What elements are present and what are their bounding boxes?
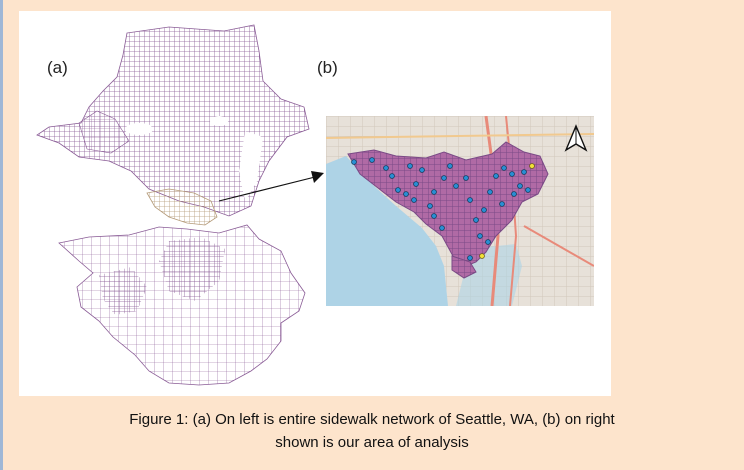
analysis-points	[351, 157, 531, 261]
caption-line-2: shown is our area of analysis	[275, 434, 469, 451]
figure-caption: Figure 1: (a) On left is entire sidewalk…	[40, 408, 704, 454]
panel-label-b: (b)	[317, 58, 338, 77]
analysis-area-polygon	[347, 141, 549, 267]
inset-map-svg	[326, 116, 594, 306]
arrow-icon	[311, 171, 324, 183]
south-seattle-network	[58, 224, 306, 386]
north-arrow-icon	[564, 124, 588, 152]
water-body	[326, 156, 448, 306]
seattle-network-map	[36, 24, 316, 386]
highlight-points	[479, 163, 535, 259]
caption-line-1: Figure 1: (a) On left is entire sidewalk…	[129, 411, 615, 428]
analysis-area-highlight	[146, 188, 218, 226]
left-edge-strip	[0, 0, 3, 470]
pointer-arrow-line	[218, 176, 316, 202]
analysis-area-inset-map	[326, 116, 594, 306]
panel-label-a: (a)	[47, 58, 68, 77]
figure-panel: (a) (b)	[19, 11, 611, 396]
